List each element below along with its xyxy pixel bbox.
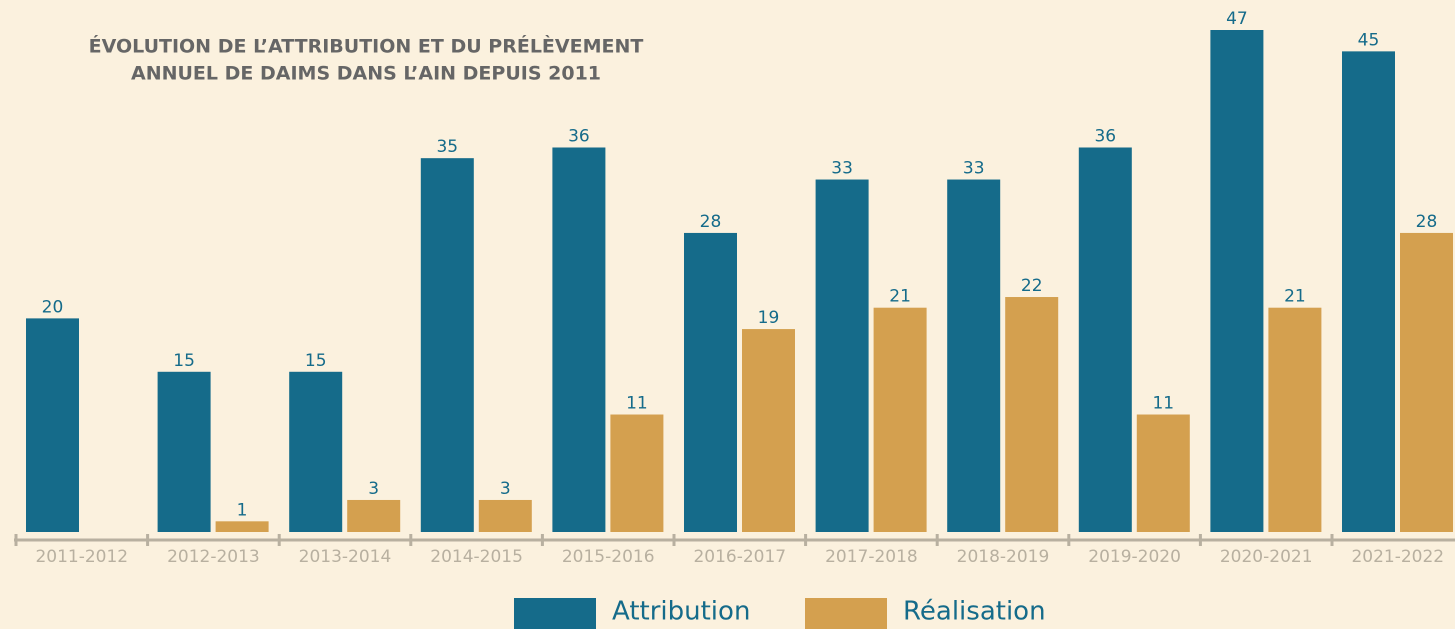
- legend-label: Réalisation: [903, 597, 1046, 627]
- chart-title: ANNUEL DE DAIMS DANS L’AIN DEPUIS 2011: [131, 63, 601, 85]
- bar: [1268, 307, 1322, 532]
- bar: [1078, 147, 1132, 532]
- data-label: 47: [1226, 9, 1248, 29]
- x-tick-label: 2012-2013: [167, 547, 260, 567]
- bar: [347, 499, 401, 532]
- bar: [26, 318, 79, 532]
- data-label: 1: [237, 500, 248, 520]
- data-label: 33: [831, 159, 853, 179]
- bar: [157, 371, 211, 532]
- data-label: 21: [1284, 287, 1306, 307]
- legend-label: Attribution: [612, 597, 750, 627]
- data-label: 11: [626, 394, 648, 414]
- bar: [215, 521, 269, 532]
- data-label: 11: [1152, 394, 1174, 414]
- data-label: 28: [700, 212, 722, 232]
- bar: [1342, 51, 1395, 533]
- bar: [289, 371, 343, 532]
- x-tick-label: 2015-2016: [562, 547, 655, 567]
- data-label: 45: [1358, 30, 1380, 50]
- data-label: 19: [758, 308, 780, 328]
- bar: [873, 307, 927, 532]
- x-tick-label: 2017-2018: [825, 547, 918, 567]
- bar: [1005, 297, 1059, 532]
- bar: [684, 232, 737, 533]
- bar: [552, 147, 606, 532]
- x-tick-label: 2014-2015: [430, 547, 523, 567]
- data-label: 15: [305, 351, 327, 371]
- x-tick-label: 2016-2017: [693, 547, 786, 567]
- data-label: 15: [173, 351, 195, 371]
- legend-swatch: [805, 598, 887, 629]
- data-label: 33: [963, 159, 985, 179]
- data-label: 36: [1094, 126, 1116, 146]
- bar: [1400, 232, 1453, 533]
- bar: [478, 499, 532, 532]
- chart-title: ÉVOLUTION DE L’ATTRIBUTION ET DU PRÉLÈVE…: [89, 35, 644, 58]
- data-label: 36: [568, 126, 590, 146]
- data-label: 20: [42, 297, 64, 317]
- bar: [1210, 30, 1264, 532]
- x-tick-label: 2011-2012: [35, 547, 128, 567]
- data-label: 35: [436, 137, 458, 157]
- x-tick-label: 2021-2022: [1351, 547, 1444, 567]
- data-label: 28: [1416, 212, 1438, 232]
- bar: [947, 179, 1001, 532]
- x-tick-label: 2019-2020: [1088, 547, 1181, 567]
- bar: [420, 158, 474, 532]
- x-tick-label: 2020-2021: [1220, 547, 1313, 567]
- bar: [815, 179, 869, 532]
- data-label: 3: [500, 479, 511, 499]
- data-label: 21: [889, 287, 911, 307]
- x-tick-label: 2013-2014: [299, 547, 392, 567]
- legend-swatch: [514, 598, 596, 629]
- bar: [1136, 414, 1190, 532]
- data-label: 3: [368, 479, 379, 499]
- bar: [610, 414, 664, 532]
- data-label: 22: [1021, 276, 1043, 296]
- x-tick-label: 2018-2019: [957, 547, 1050, 567]
- bar: [742, 329, 795, 532]
